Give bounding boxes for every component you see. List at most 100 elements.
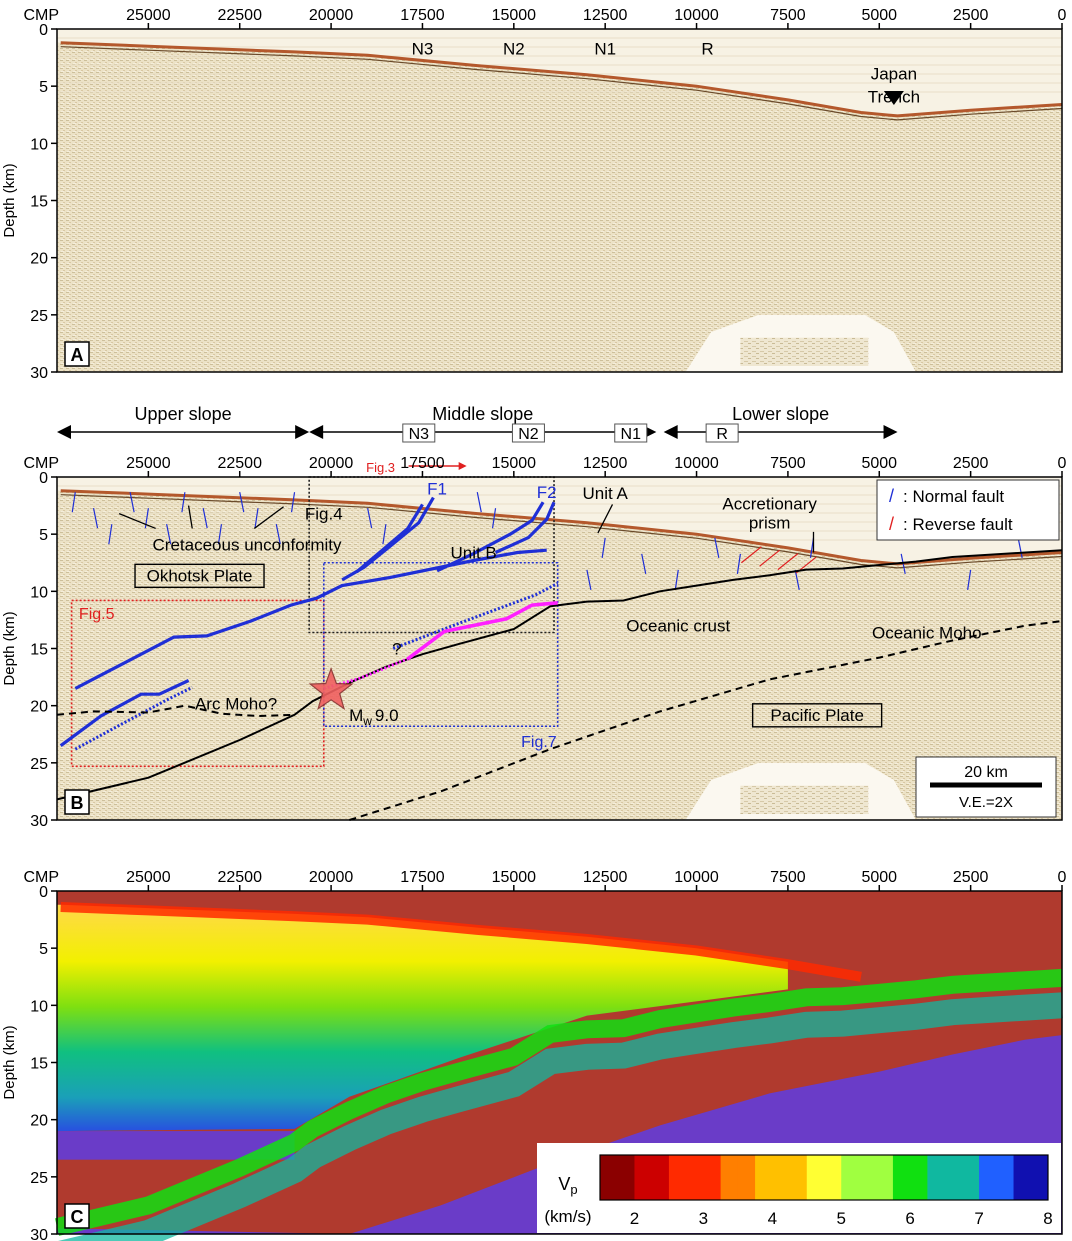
region-label: Okhotsk Plate <box>147 566 253 585</box>
colorbar-cell <box>979 1155 997 1200</box>
y-tick-label: 30 <box>30 1227 48 1241</box>
x-tick-label: 5000 <box>861 869 897 886</box>
plot-frame <box>56 476 1063 821</box>
colorbar-tick-label: 8 <box>1043 1209 1052 1228</box>
x-tick-label: 20000 <box>309 869 354 886</box>
annotation-label: N1 <box>594 39 616 58</box>
normal-fault <box>641 553 647 575</box>
major-fault-dotted <box>392 581 559 650</box>
normal-fault <box>290 492 296 513</box>
slope-arrow-head <box>309 425 324 439</box>
colorbar-tick-label: 3 <box>699 1209 708 1228</box>
rupture-segment <box>406 601 558 661</box>
mainshock-star <box>308 667 354 711</box>
x-tick-label: 10000 <box>674 869 719 886</box>
slope-arrow-head <box>883 425 898 439</box>
region-label-box <box>751 703 883 728</box>
slope-arrow-head <box>663 425 678 439</box>
y-tick-label: 5 <box>39 79 48 96</box>
y-tick-label: 10 <box>30 136 48 153</box>
colorbar-cell <box>927 1155 946 1200</box>
x-tick-label: 15000 <box>492 455 537 472</box>
x-tick-label: 17500 <box>400 869 445 886</box>
normal-fault <box>108 524 113 545</box>
colorbar-cell <box>996 1155 1015 1200</box>
fig3-range-head <box>458 462 467 470</box>
y-axis-label: Depth (km) <box>1 1025 18 1099</box>
plot-frame <box>56 890 1063 1235</box>
normal-fault <box>166 524 172 545</box>
reverse-fault <box>759 549 781 567</box>
major-fault <box>494 501 556 554</box>
normal-fault <box>900 553 906 575</box>
oceanic-crust-velocity <box>54 968 1063 1236</box>
y-tick-label: 15 <box>30 1056 48 1073</box>
y-tick-label: 10 <box>30 998 48 1015</box>
colorbar-cell <box>806 1155 825 1200</box>
region-label: Arc Moho? <box>195 694 277 713</box>
colorbar-cell <box>772 1155 791 1200</box>
slope-arrow-head <box>57 425 71 439</box>
annotation-arrow <box>118 512 156 530</box>
panel-label: A <box>71 345 84 365</box>
magnitude-label: Mw 9.0 <box>349 706 398 728</box>
x-tick-label: 22500 <box>217 7 262 24</box>
colorbar-cell <box>892 1155 911 1200</box>
x-tick-label: 22500 <box>217 869 262 886</box>
slope-arrow-head <box>295 425 310 439</box>
x-tick-label: 10000 <box>674 455 719 472</box>
colorbar-frame <box>599 1154 1049 1201</box>
figure-box <box>322 561 559 728</box>
y-tick-label: 0 <box>39 470 48 487</box>
legend-symbol: / <box>889 514 894 534</box>
colorbar-tick-label: 2 <box>630 1209 639 1228</box>
unit-label: Unit A <box>583 484 629 503</box>
region-label: Pacific Plate <box>770 706 864 725</box>
y-axis-label: Depth (km) <box>1 611 18 685</box>
normal-fault <box>367 508 373 529</box>
normal-fault <box>254 508 259 529</box>
colorbar-cell <box>703 1155 722 1200</box>
x-tick-label: 2500 <box>953 7 989 24</box>
colorbar-label: Vp <box>558 1174 577 1197</box>
x-tick-label: 15000 <box>492 7 537 24</box>
unit-label: Unit B <box>450 543 496 562</box>
colorbar-cell <box>686 1155 704 1200</box>
site-label-box <box>402 423 436 443</box>
upper-plate-velocity <box>57 904 788 1132</box>
colorbar-tick-label: 5 <box>836 1209 845 1228</box>
site-label-box <box>511 423 545 443</box>
colorbar-cell <box>961 1155 980 1200</box>
x-tick-label: 7500 <box>770 7 806 24</box>
slope-segment-label: Lower slope <box>732 404 829 424</box>
x-tick-label: 20000 <box>309 7 354 24</box>
colorbar-cell <box>841 1155 859 1200</box>
colorbar-cell <box>634 1155 653 1200</box>
scalebar-label: 20 km <box>964 764 1008 781</box>
normal-fault <box>202 508 208 529</box>
x-tick-label: 22500 <box>217 455 262 472</box>
panel-label-box <box>64 1203 90 1229</box>
x-tick-label: 0 <box>1058 455 1067 472</box>
x-tick-label: 0 <box>1058 7 1067 24</box>
y-tick-label: 15 <box>30 194 48 211</box>
colorbar-cell <box>720 1155 739 1200</box>
seafloor-reflector-2 <box>60 46 1063 121</box>
y-tick-label: 20 <box>30 699 48 716</box>
colorbar-unit: (km/s) <box>544 1207 591 1226</box>
x-tick-label: 5000 <box>861 7 897 24</box>
major-fault-dotted <box>74 686 193 751</box>
major-fault <box>436 501 545 573</box>
x-axis-label: CMP <box>23 869 59 886</box>
x-axis-label: CMP <box>23 455 59 472</box>
colorbar-tick-label: 4 <box>768 1209 777 1228</box>
water-column <box>57 29 1062 116</box>
oceanic-crust-lower-velocity <box>58 992 1063 1241</box>
region-label-box <box>134 563 265 589</box>
colorbar-cell <box>1030 1155 1049 1200</box>
reverse-fault <box>740 546 762 564</box>
region-label: Fig.4 <box>305 505 343 524</box>
major-fault <box>74 548 547 690</box>
major-fault <box>59 679 190 747</box>
x-tick-label: 25000 <box>126 455 171 472</box>
